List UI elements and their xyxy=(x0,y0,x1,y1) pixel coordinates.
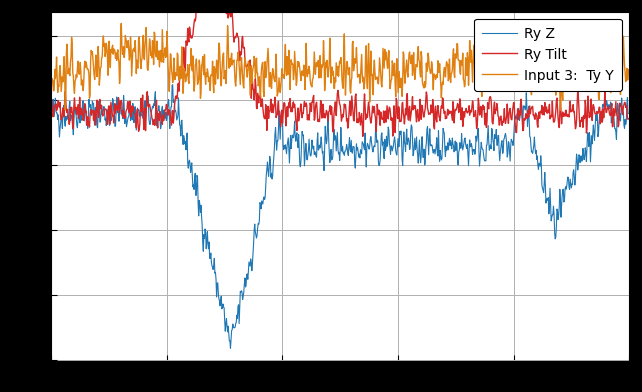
Legend: Ry Z, Ry Tilt, Input 3:  Ty Y: Ry Z, Ry Tilt, Input 3: Ty Y xyxy=(474,19,622,91)
Input 3:  Ty Y: (687, 0.0607): Ty Y: (687, 0.0607) xyxy=(444,78,452,83)
Ry Z xyxy=(499,151,507,156)
Ry Tilt xyxy=(48,97,55,102)
Ry Z xyxy=(107,116,114,121)
Ry Tilt xyxy=(359,134,367,139)
Ry Z xyxy=(227,346,234,350)
Input 3:  Ty Y: (0, 0.0264): Ty Y: (0, 0.0264) xyxy=(48,89,55,94)
Ry Z xyxy=(509,143,517,148)
Ry Z xyxy=(445,141,453,146)
Ry Z xyxy=(303,157,311,162)
Line: Ry Tilt: Ry Tilt xyxy=(51,0,629,136)
Ry Tilt xyxy=(445,108,453,113)
Ry Tilt xyxy=(625,116,632,121)
Line: Input 3:  Ty Y: Input 3: Ty Y xyxy=(51,24,629,110)
Ry Z xyxy=(48,102,55,106)
Ry Tilt xyxy=(281,110,289,114)
Input 3:  Ty Y: (102, 0.101): Ty Y: (102, 0.101) xyxy=(107,65,114,70)
Ry Tilt xyxy=(499,120,507,124)
Input 3:  Ty Y: (798, 0.031): Ty Y: (798, 0.031) xyxy=(508,88,516,93)
Input 3:  Ty Y: (405, 0.173): Ty Y: (405, 0.173) xyxy=(281,42,289,47)
Ry Tilt xyxy=(302,101,310,105)
Input 3:  Ty Y: (999, 0.0949): Ty Y: (999, 0.0949) xyxy=(625,67,632,72)
Input 3:  Ty Y: (121, 0.238): Ty Y: (121, 0.238) xyxy=(117,21,125,26)
Ry Z xyxy=(282,146,290,151)
Ry Z xyxy=(169,82,177,87)
Ry Z xyxy=(625,111,632,116)
Input 3:  Ty Y: (780, 0.127): Ty Y: (780, 0.127) xyxy=(498,57,506,62)
Input 3:  Ty Y: (441, 0.176): Ty Y: (441, 0.176) xyxy=(302,41,310,46)
Ry Tilt xyxy=(107,116,114,120)
Ry Tilt xyxy=(509,105,517,109)
Line: Ry Z: Ry Z xyxy=(51,85,629,348)
Input 3:  Ty Y: (881, -0.0299): Ty Y: (881, -0.0299) xyxy=(557,108,564,113)
